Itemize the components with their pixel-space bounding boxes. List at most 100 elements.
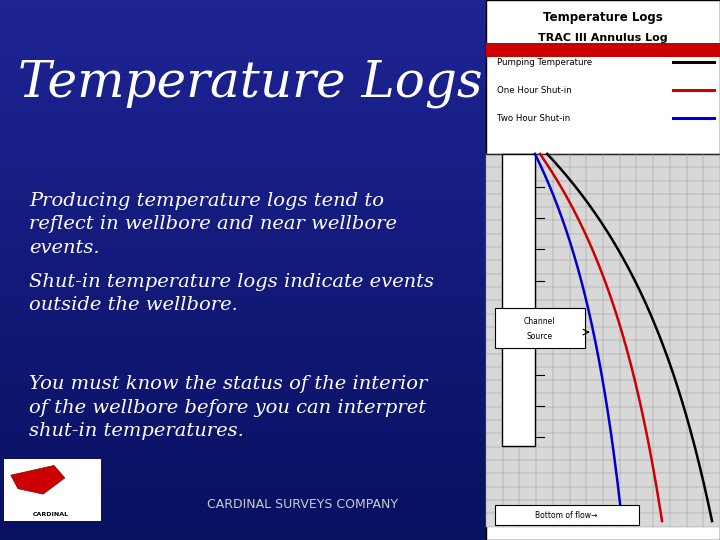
Bar [486,154,720,526]
Bar [0,243,486,249]
Bar [0,128,486,135]
Text: Producing temperature logs tend to
reflect in wellbore and near wellbore
events.: Producing temperature logs tend to refle… [29,192,397,257]
Bar [0,372,486,378]
Bar [0,338,486,345]
Bar [0,438,486,445]
Bar [0,310,486,317]
Bar [0,202,486,209]
Bar [0,378,486,384]
Bar [0,384,486,391]
Bar [0,54,486,60]
Bar [0,102,486,108]
Bar [0,47,486,54]
Text: You must know the status of the interior
of the wellbore before you can interpre: You must know the status of the interior… [29,375,427,441]
Bar [495,505,639,525]
Bar [0,317,486,324]
Bar [495,308,585,348]
Bar [0,94,486,102]
Bar [0,270,486,276]
Bar [0,345,486,351]
Bar [0,68,486,74]
Bar [0,480,486,486]
Bar [0,426,486,432]
Bar [0,87,486,94]
Bar [0,156,486,162]
Bar [0,399,486,405]
Text: Two Hour Shut-in: Two Hour Shut-in [497,114,570,123]
Bar [0,284,486,291]
Bar [0,276,486,284]
Bar [0,60,486,68]
Bar [0,6,486,14]
Text: Bottom of flow→: Bottom of flow→ [536,511,598,519]
Bar [0,303,486,310]
Bar [0,168,486,176]
Bar [0,513,486,519]
Text: One Hour Shut-in: One Hour Shut-in [497,86,572,94]
Bar [4,459,101,521]
Bar [0,500,486,507]
Bar [0,176,486,183]
Bar [0,453,486,459]
Bar [0,507,486,513]
Bar [0,189,486,195]
Bar [0,0,486,6]
Bar [0,108,486,115]
Bar [502,154,535,446]
Bar [0,135,486,141]
Bar [0,122,486,128]
Text: CARDINAL SURVEYS COMPANY: CARDINAL SURVEYS COMPANY [207,498,398,511]
Bar [0,195,486,202]
Bar [0,183,486,189]
Bar [0,33,486,40]
Bar [0,148,486,156]
Text: Channel: Channel [524,318,555,327]
Text: Temperature Logs: Temperature Logs [18,59,482,109]
Bar [0,465,486,472]
Bar [0,432,486,438]
Bar [0,472,486,480]
Bar [0,230,486,237]
Bar [0,526,486,534]
Bar [0,405,486,411]
Bar [0,459,486,465]
Bar [0,141,486,149]
Bar [0,411,486,418]
Bar [0,446,486,453]
Bar [0,519,486,526]
Bar [0,297,486,303]
Text: Temperature Logs: Temperature Logs [543,11,663,24]
Bar [0,324,486,330]
Bar [0,330,486,338]
Bar [0,486,486,492]
Bar [0,256,486,263]
Bar [0,364,486,372]
Bar [486,43,720,57]
Bar [0,209,486,216]
Bar [0,81,486,87]
Bar [0,74,486,81]
Bar [0,20,486,27]
Bar [0,222,486,230]
Bar [0,115,486,122]
Polygon shape [11,465,65,494]
Bar [0,237,486,243]
Bar [0,14,486,20]
Bar [0,351,486,357]
Text: CARDINAL: CARDINAL [32,511,68,517]
Bar [0,40,486,47]
Bar [0,27,486,33]
Bar [0,392,486,399]
Bar [0,357,486,364]
Bar [486,0,720,540]
Bar [0,492,486,500]
Bar [0,263,486,270]
Bar [0,534,486,540]
Bar [0,418,486,426]
Text: Pumping Temperature: Pumping Temperature [497,58,592,66]
Bar [0,291,486,297]
Bar [0,162,486,168]
Text: TRAC III Annulus Log: TRAC III Annulus Log [538,33,668,43]
Bar [0,249,486,256]
Bar [0,216,486,222]
